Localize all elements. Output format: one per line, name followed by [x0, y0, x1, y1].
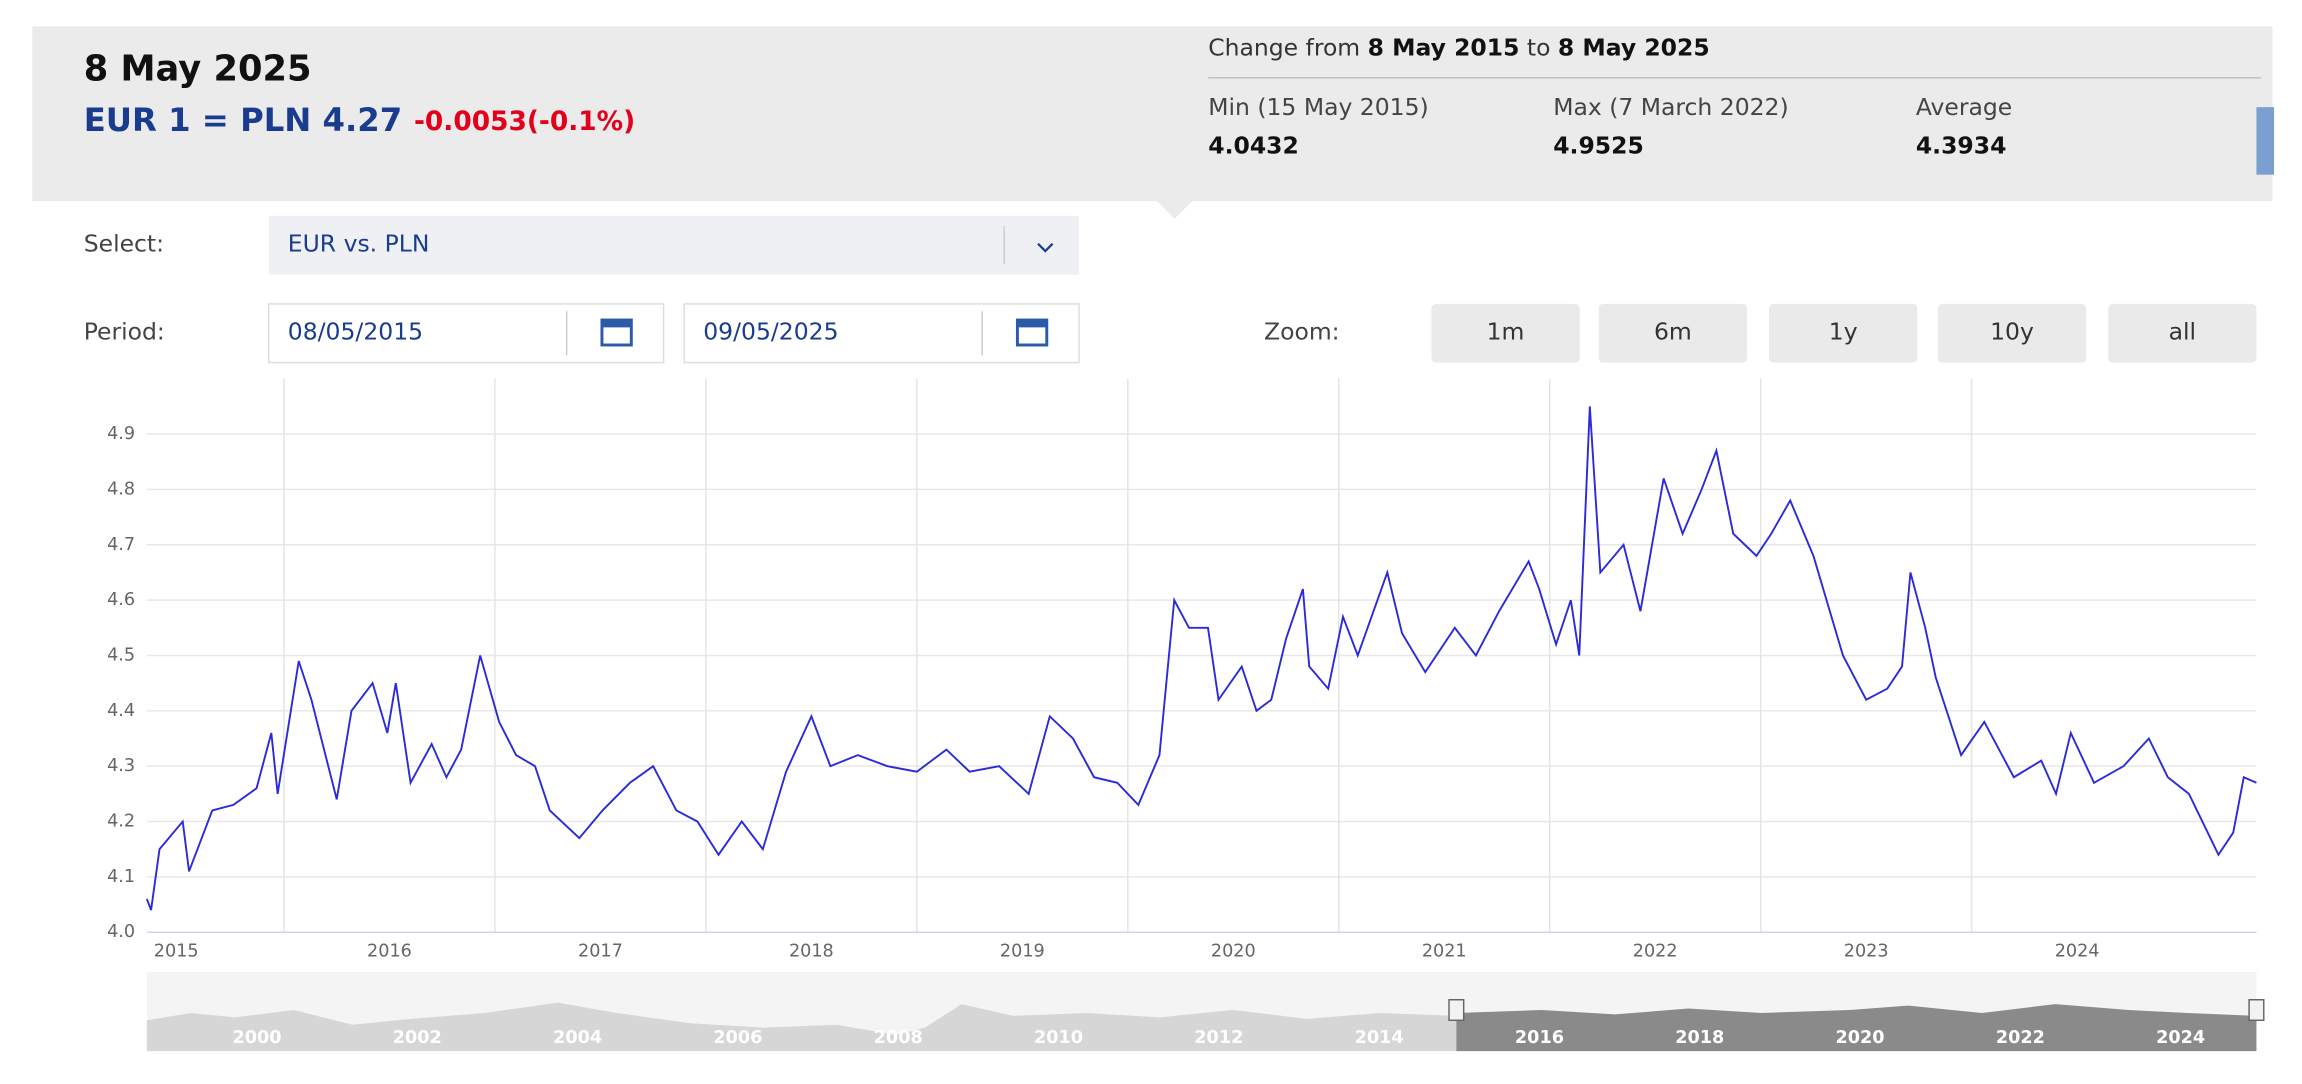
zoom-button-label: 1m	[1487, 318, 1525, 346]
calendar-icon[interactable]	[1015, 318, 1049, 347]
navigator-label: 2024	[2156, 1028, 2205, 1048]
date-from: 08/05/2015	[288, 318, 423, 346]
select-label: Select:	[84, 230, 164, 258]
zoom-button[interactable]	[1769, 303, 1918, 363]
navigator-label: 2010	[1034, 1028, 1083, 1048]
date-from-box[interactable]	[267, 303, 665, 364]
zoom-button-label: all	[2169, 318, 2196, 346]
date-to-box[interactable]	[683, 303, 1080, 364]
change-range: Change from 8 May 2015 to 8 May 2025	[1208, 33, 1709, 61]
rate-line	[145, 406, 2257, 911]
x-tick-label: 2017	[578, 941, 623, 961]
x-tick-label: 2023	[1844, 941, 1889, 961]
x-tick-label: 2021	[1422, 941, 1467, 961]
change-to: 8 May 2025	[1558, 33, 1710, 61]
navigator-label: 2000	[232, 1028, 281, 1048]
navigator-label: 2014	[1355, 1028, 1404, 1048]
zoom-button[interactable]	[1431, 303, 1580, 363]
change-from: 8 May 2015	[1368, 33, 1520, 61]
y-tick-label: 4.4	[107, 701, 135, 721]
x-tick-label: 2018	[789, 941, 834, 961]
zoom-button-label: 1y	[1829, 318, 1858, 346]
y-tick-label: 4.1	[107, 867, 135, 887]
x-tick-label: 2019	[1000, 941, 1045, 961]
zoom-button-label: 10y	[1990, 318, 2034, 346]
y-tick-label: 4.8	[107, 479, 135, 499]
y-tick-label: 4.0	[107, 922, 135, 942]
navigator-label: 2006	[713, 1028, 762, 1048]
min-label: Min (15 May 2015)	[1208, 93, 1428, 121]
header-panel	[32, 26, 2273, 219]
avg-value: 4.3934	[1916, 131, 2007, 159]
x-tick-label: 2022	[1633, 941, 1678, 961]
zoom-button[interactable]	[1598, 303, 1748, 363]
navigator-label: 2020	[1836, 1028, 1885, 1048]
calendar-icon[interactable]	[600, 318, 633, 347]
navigator-label: 2018	[1675, 1028, 1724, 1048]
rate-change: -0.0053(-0.1%)	[414, 105, 635, 136]
x-tick-label: 2016	[367, 941, 412, 961]
navigator-label: 2002	[393, 1028, 442, 1048]
period-label: Period:	[84, 318, 165, 346]
navigator-label: 2022	[1996, 1028, 2045, 1048]
navigator-handle[interactable]	[2248, 999, 2265, 1022]
x-tick-label: 2015	[154, 941, 199, 961]
change-joiner: to	[1527, 33, 1551, 61]
y-tick-label: 4.7	[107, 535, 135, 555]
navigator-label: 2004	[553, 1028, 602, 1048]
navigator-label: 2008	[874, 1028, 923, 1048]
change-prefix: Change from	[1208, 33, 1360, 61]
navigator-label: 2012	[1194, 1028, 1243, 1048]
zoom-button-label: 6m	[1654, 318, 1692, 346]
navigator-selection	[1456, 1004, 2257, 1052]
max-value: 4.9525	[1553, 131, 1644, 159]
y-tick-label: 4.6	[107, 590, 135, 610]
min-value: 4.0432	[1208, 131, 1299, 159]
chevron[interactable]	[1037, 242, 1054, 253]
zoom-label: Zoom:	[1264, 318, 1340, 346]
zoom-button[interactable]	[2108, 303, 2257, 363]
y-tick-label: 4.5	[107, 645, 135, 665]
x-tick-label: 2020	[1211, 941, 1256, 961]
zoom-button[interactable]	[1937, 303, 2087, 363]
max-label: Max (7 March 2022)	[1553, 93, 1788, 121]
x-tick-label: 2024	[2055, 941, 2100, 961]
navigator-handle[interactable]	[1448, 999, 1465, 1022]
date-to: 09/05/2025	[703, 318, 838, 346]
navigator-label: 2016	[1515, 1028, 1564, 1048]
y-tick-label: 4.9	[107, 424, 135, 444]
navigator-history	[146, 1002, 1457, 1052]
scroll-tab[interactable]	[2256, 107, 2275, 175]
select-box[interactable]	[268, 215, 1080, 275]
y-tick-label: 4.2	[107, 812, 135, 832]
select-value: EUR vs. PLN	[288, 230, 430, 258]
rate-value: EUR 1 = PLN 4.27 -0.0053(-0.1%)	[84, 101, 635, 139]
rate-date: 8 May 2025	[84, 48, 312, 89]
rate: EUR 1 = PLN 4.27	[84, 101, 402, 139]
avg-label: Average	[1916, 93, 2012, 121]
y-tick-label: 4.3	[107, 756, 135, 776]
